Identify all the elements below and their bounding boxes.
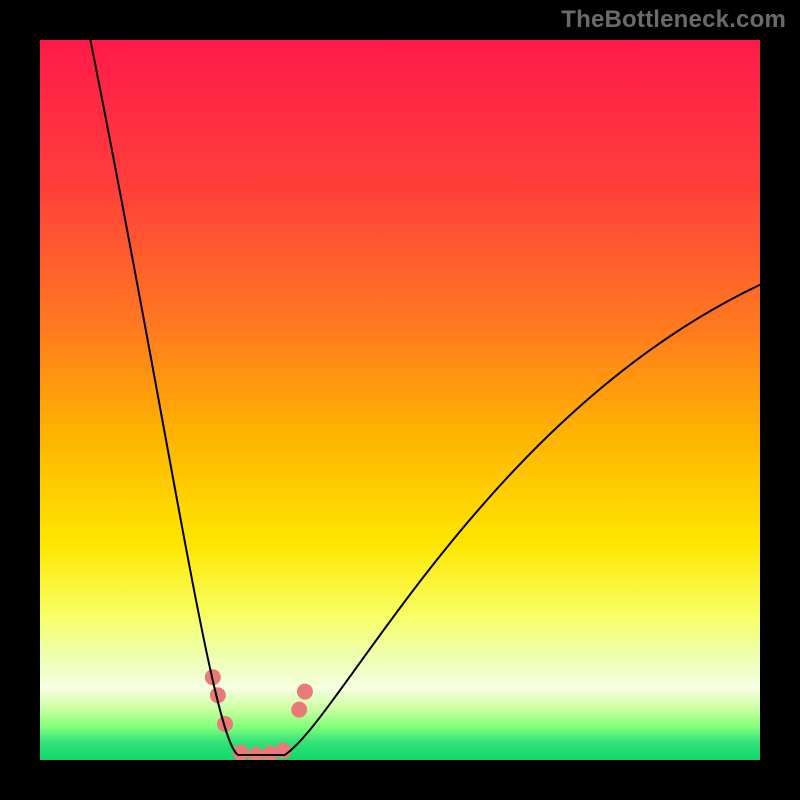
chart-frame: TheBottleneck.com [0,0,800,800]
plot-area [40,40,760,760]
watermark-text: TheBottleneck.com [561,6,786,34]
plot-curve [40,40,760,760]
curve-marker [248,747,264,760]
curve-marker [297,684,313,700]
curve-marker [291,702,307,718]
